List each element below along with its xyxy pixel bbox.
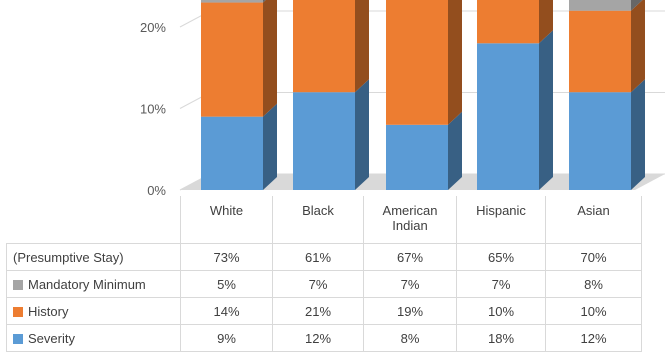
category-label: White <box>180 196 273 244</box>
data-cell: 67% <box>363 243 457 271</box>
data-cell: 19% <box>363 297 457 325</box>
data-cell: 70% <box>545 243 642 271</box>
bar-segment-severity <box>293 79 369 190</box>
y-tick-label: 10% <box>140 102 166 117</box>
data-cell: 12% <box>272 324 364 352</box>
data-cell: 5% <box>180 270 273 298</box>
table-row: History 14% 21% 19% 10% 10% <box>6 297 642 325</box>
bar-segment-severity <box>386 111 462 190</box>
table-corner <box>6 196 181 244</box>
bars <box>201 0 645 190</box>
table-row: (Presumptive Stay) 73% 61% 67% 65% 70% <box>6 243 642 271</box>
data-cell: 10% <box>456 297 546 325</box>
data-cell: 10% <box>545 297 642 325</box>
data-cell: 18% <box>456 324 546 352</box>
bar-segment-severity <box>201 103 277 190</box>
bar-segment-history <box>201 0 277 117</box>
data-cell: 12% <box>545 324 642 352</box>
bar-segment-severity <box>477 30 553 190</box>
legend-key <box>13 333 23 344</box>
y-tick-label: 0% <box>147 183 166 198</box>
series-name: Mandatory Minimum <box>28 276 146 292</box>
category-label: Black <box>272 196 364 244</box>
bar-segment-mandatory-minimum <box>201 0 266 3</box>
category-label: American Indian <box>363 196 457 244</box>
legend-key <box>13 306 23 317</box>
bar-segment-severity <box>569 79 645 190</box>
data-cell: 9% <box>180 324 273 352</box>
series-label: Mandatory Minimum <box>6 270 181 298</box>
stacked-bar-chart: 0%10%20%30%40% <box>140 0 665 198</box>
category-label: Asian <box>545 196 642 244</box>
bar-segment-history <box>386 0 462 125</box>
data-cell: 8% <box>363 324 457 352</box>
series-label: History <box>6 297 181 325</box>
table-row: Mandatory Minimum 5% 7% 7% 7% 8% <box>6 270 642 298</box>
series-label: Severity <box>6 324 181 352</box>
data-cell: 65% <box>456 243 546 271</box>
data-cell: 7% <box>363 270 457 298</box>
series-label: (Presumptive Stay) <box>6 243 181 271</box>
y-tick-label: 20% <box>140 20 166 35</box>
bar-segment-history <box>569 0 645 93</box>
data-cell: 21% <box>272 297 364 325</box>
bar-segment-history <box>293 0 369 93</box>
data-cell: 8% <box>545 270 642 298</box>
data-table: White Black American Indian Hispanic Asian (Pr… <box>6 196 642 352</box>
category-label: Hispanic <box>456 196 546 244</box>
data-cell: 73% <box>180 243 273 271</box>
table-header-row: White Black American Indian Hispanic Asian <box>6 196 642 244</box>
series-name: Severity <box>28 330 75 346</box>
bar-segment-history <box>477 0 553 44</box>
series-name: History <box>28 303 69 319</box>
data-cell: 61% <box>272 243 364 271</box>
data-cell: 14% <box>180 297 273 325</box>
y-axis-ticks: 0%10%20%30%40% <box>140 20 166 198</box>
data-cell: 7% <box>272 270 364 298</box>
series-name: (Presumptive Stay) <box>13 249 124 265</box>
legend-key <box>13 279 23 290</box>
table-row: Severity 9% 12% 8% 18% 12% <box>6 324 642 352</box>
bar-segment-mandatory-minimum <box>569 0 643 11</box>
data-cell: 7% <box>456 270 546 298</box>
